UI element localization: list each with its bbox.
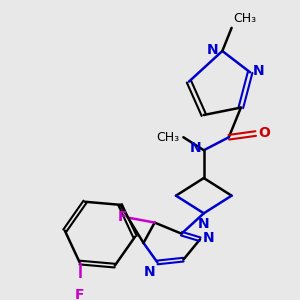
Text: N: N bbox=[253, 64, 265, 78]
Text: N: N bbox=[203, 231, 214, 245]
Text: CH₃: CH₃ bbox=[157, 131, 180, 144]
Text: N: N bbox=[144, 265, 156, 279]
Text: CH₃: CH₃ bbox=[233, 12, 256, 25]
Text: O: O bbox=[259, 126, 270, 140]
Text: F: F bbox=[117, 210, 127, 224]
Text: N: N bbox=[189, 141, 201, 155]
Text: N: N bbox=[207, 43, 219, 57]
Text: F: F bbox=[75, 288, 85, 300]
Text: N: N bbox=[198, 217, 210, 231]
